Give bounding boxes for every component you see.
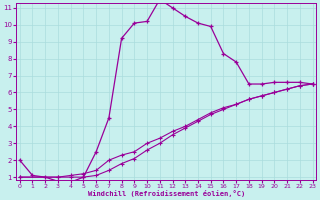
X-axis label: Windchill (Refroidissement éolien,°C): Windchill (Refroidissement éolien,°C) xyxy=(88,190,245,197)
